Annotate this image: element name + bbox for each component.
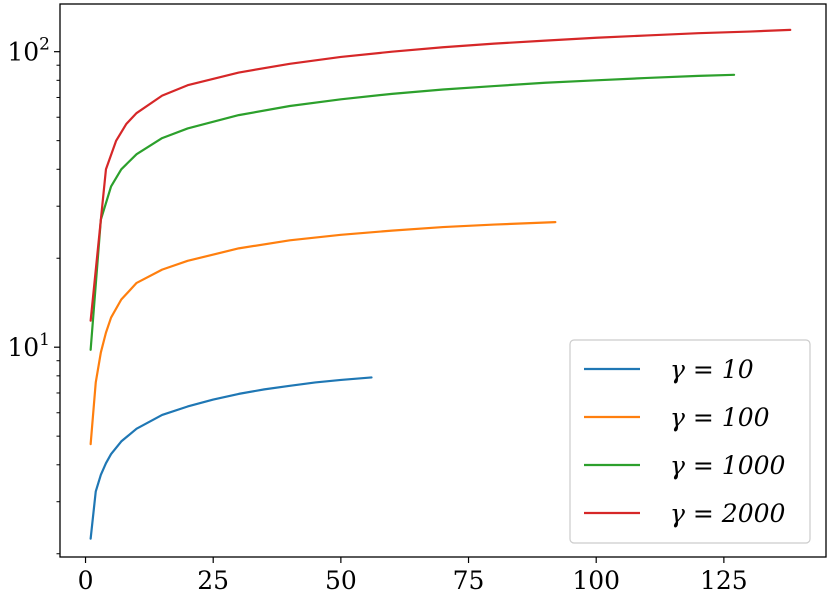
series-line-3 — [89, 73, 736, 351]
legend-box — [569, 339, 811, 544]
series-line-2 — [89, 221, 557, 446]
x-tick-label: 125 — [700, 566, 748, 595]
y-tick-label-exponent: 1 — [39, 330, 50, 350]
x-tick-label: 0 — [78, 566, 94, 595]
series-line-1 — [89, 376, 373, 540]
x-tick-label: 100 — [572, 566, 620, 595]
legend: γ = 10 γ = 100 γ = 1000 γ = 2000 — [569, 339, 811, 544]
plot-frame — [59, 3, 827, 558]
x-tick-label: 25 — [197, 566, 229, 595]
series-lines — [89, 28, 792, 540]
y-tick-label-exponent: 2 — [39, 35, 50, 55]
legend-label-4: γ = 2000 — [670, 499, 785, 528]
legend-label-1: γ = 10 — [670, 355, 754, 384]
y-tick-label-base: 10 — [7, 333, 39, 362]
series-line-4 — [89, 28, 792, 322]
legend-label-3: γ = 1000 — [670, 451, 785, 480]
y-tick-label: 102 — [7, 35, 50, 67]
legend-label-2: γ = 100 — [670, 403, 770, 432]
y-tick-label-base: 10 — [7, 38, 39, 67]
y-tick-label: 101 — [7, 330, 50, 362]
x-tick-label: 50 — [325, 566, 357, 595]
x-tick-label: 75 — [453, 566, 485, 595]
